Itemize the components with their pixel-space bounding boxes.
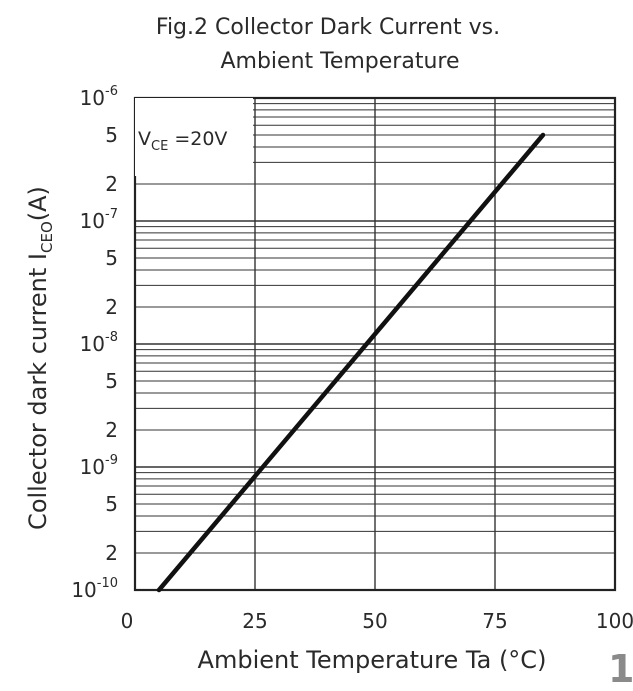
x-axis-label: Ambient Temperature Ta (°C) <box>198 646 547 674</box>
y-tick-label-minor: 2 <box>105 418 118 442</box>
x-tick-label: 25 <box>242 609 267 633</box>
y-axis-label-suffix: (A) <box>24 186 52 221</box>
x-tick-label: 75 <box>482 609 507 633</box>
y-tick-label-minor: 2 <box>105 541 118 565</box>
y-tick-label-minor: 5 <box>105 123 118 147</box>
y-tick-label-minor: 2 <box>105 172 118 196</box>
y-tick-label-decade: 10-7 <box>80 207 118 233</box>
x-tick-label: 100 <box>596 609 633 633</box>
y-tick-label-decade: 10-8 <box>80 330 118 356</box>
vce-subscript: CE <box>151 139 168 154</box>
y-tick-label-decade: 10-9 <box>80 453 118 479</box>
y-axis-label-prefix: Collector dark current I <box>24 253 52 530</box>
plot-frame <box>133 96 617 592</box>
y-axis-label-sub: CEO <box>38 221 56 253</box>
x-tick-label: 50 <box>362 609 387 633</box>
y-tick-label-minor: 5 <box>105 246 118 270</box>
y-tick-label-minor: 5 <box>105 369 118 393</box>
vce-prefix: V <box>138 128 151 150</box>
y-tick-label-minor: 2 <box>105 295 118 319</box>
y-tick-label-decade: 10-10 <box>71 576 118 602</box>
y-tick-label-minor: 5 <box>105 492 118 516</box>
x-tick-label: 0 <box>121 609 134 633</box>
y-tick-label-decade: 10-6 <box>80 84 118 110</box>
vce-annotation: VCE =20V <box>138 128 227 154</box>
chart-title-line-1: Fig.2 Collector Dark Current vs. <box>156 15 500 40</box>
plot-grid <box>134 98 616 591</box>
vce-value: =20V <box>168 128 227 150</box>
chart-title-line-2: Ambient Temperature <box>220 49 459 74</box>
annotation-box <box>135 98 253 176</box>
series-line-0 <box>156 132 546 593</box>
y-axis-label: Collector dark current ICEO(A) <box>24 186 56 530</box>
page-number-mark: 1 <box>608 647 633 691</box>
